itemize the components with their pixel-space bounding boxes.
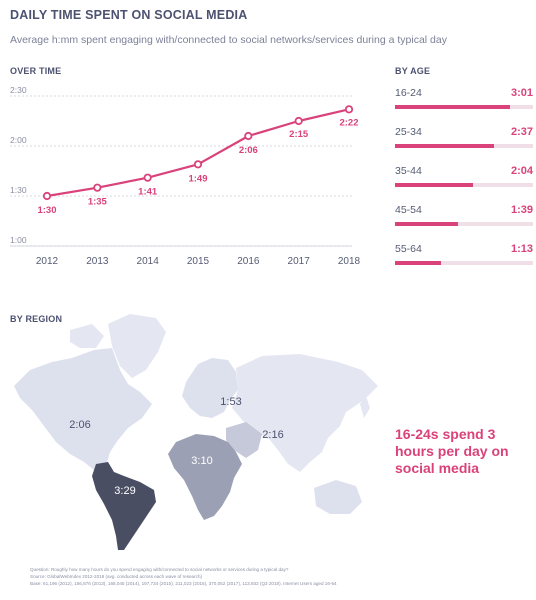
map-arctic-islands — [70, 324, 104, 348]
map-greenland — [108, 314, 166, 378]
x-tick-label: 2017 — [288, 256, 311, 267]
age-bar-track — [395, 222, 533, 226]
data-point — [93, 183, 102, 192]
data-label: 2:06 — [239, 145, 258, 156]
data-label: 2:15 — [289, 129, 309, 140]
age-bar-value: 2:37 — [510, 126, 533, 138]
x-tick-label: 2013 — [86, 256, 109, 267]
age-bar-row: 55-64 1:13 — [395, 243, 533, 273]
map-label-europe: 1:53 — [220, 396, 241, 408]
map-label-middle-east-africa: 3:10 — [191, 455, 212, 467]
data-label: 1:41 — [138, 187, 158, 198]
map-middle-east — [226, 422, 262, 458]
age-bar-value: 1:39 — [510, 204, 533, 216]
callout-text: 16-24s spend 3 hours per day on social m… — [395, 426, 509, 476]
x-tick-label: 2018 — [338, 256, 361, 267]
y-tick-label: 1:30 — [10, 185, 27, 195]
age-bar-track — [395, 105, 533, 109]
age-bar-fill — [395, 144, 495, 148]
data-point — [244, 131, 253, 141]
age-bar-label: 25-34 — [395, 126, 422, 138]
age-bar-fill — [395, 105, 510, 109]
map-europe — [182, 358, 238, 418]
age-bar-value: 2:04 — [510, 165, 533, 177]
map-north-america — [14, 348, 152, 476]
age-bar-row: 16-24 3:01 — [395, 87, 533, 117]
age-bar-value: 3:01 — [510, 87, 533, 99]
age-bar-label: 45-54 — [395, 204, 422, 216]
age-bar-row: 25-34 2:37 — [395, 126, 533, 156]
x-tick-label: 2016 — [237, 256, 260, 267]
map-japan — [360, 396, 370, 418]
age-bar-row: 45-54 1:39 — [395, 204, 533, 234]
data-point — [344, 105, 354, 114]
y-tick-label: 1:00 — [10, 235, 27, 245]
age-bar-fill — [395, 222, 458, 226]
chart-title: DAILY TIME SPENT ON SOCIAL MEDIA — [10, 8, 248, 22]
age-bar-value: 1:13 — [510, 243, 533, 255]
age-bar-fill — [395, 261, 442, 265]
map-label-latin-america: 3:29 — [114, 485, 135, 497]
section-label-by-age: BY AGE — [395, 66, 431, 76]
map-australia — [314, 480, 362, 514]
y-tick-label: 2:30 — [10, 85, 27, 95]
age-bar-fill — [395, 183, 474, 187]
map-africa — [168, 434, 242, 520]
section-label-by-region: BY REGION — [10, 314, 63, 324]
data-label: 1:30 — [37, 205, 56, 216]
x-tick-label: 2012 — [36, 256, 59, 267]
age-bar-row: 35-44 2:04 — [395, 165, 533, 195]
map-latin-america — [92, 462, 156, 550]
world-map: 2:06 1:53 2:16 3:10 3:29 — [14, 314, 378, 550]
footnote-base: Base: 61,196 (2012), 156,876 (2013), 168… — [30, 581, 337, 586]
map-asia — [232, 354, 378, 472]
footnote-question: Question: Roughly how many hours do you … — [30, 567, 289, 572]
data-point — [294, 116, 303, 126]
footnote-source: Source: GlobalWebIndex 2012-2018 (avg. c… — [30, 574, 203, 579]
age-bar-track — [395, 261, 533, 265]
age-bar-track — [395, 144, 533, 148]
section-label-over-time: OVER TIME — [10, 66, 62, 76]
age-bar-label: 16-24 — [395, 87, 422, 99]
map-label-asia-pacific: 2:16 — [262, 429, 283, 441]
data-point — [42, 191, 52, 201]
y-tick-label: 2:00 — [10, 135, 27, 145]
data-point — [143, 173, 152, 182]
age-bar-label: 35-44 — [395, 165, 422, 177]
x-tick-label: 2014 — [137, 256, 160, 267]
line-chart: 1:00 1:30 2:00 2:30 1:30 2012 1:35 2013 1:41 2014… — [10, 85, 361, 267]
age-bar-track — [395, 183, 533, 187]
data-label: 1:49 — [188, 173, 207, 184]
data-label: 2:22 — [339, 117, 358, 128]
x-tick-label: 2015 — [187, 256, 210, 267]
map-label-north-america: 2:06 — [69, 419, 90, 431]
chart-subtitle: Average h:mm spent engaging with/connect… — [10, 34, 447, 46]
data-label: 1:35 — [88, 197, 108, 208]
age-bar-label: 55-64 — [395, 243, 422, 255]
data-point — [193, 160, 203, 169]
